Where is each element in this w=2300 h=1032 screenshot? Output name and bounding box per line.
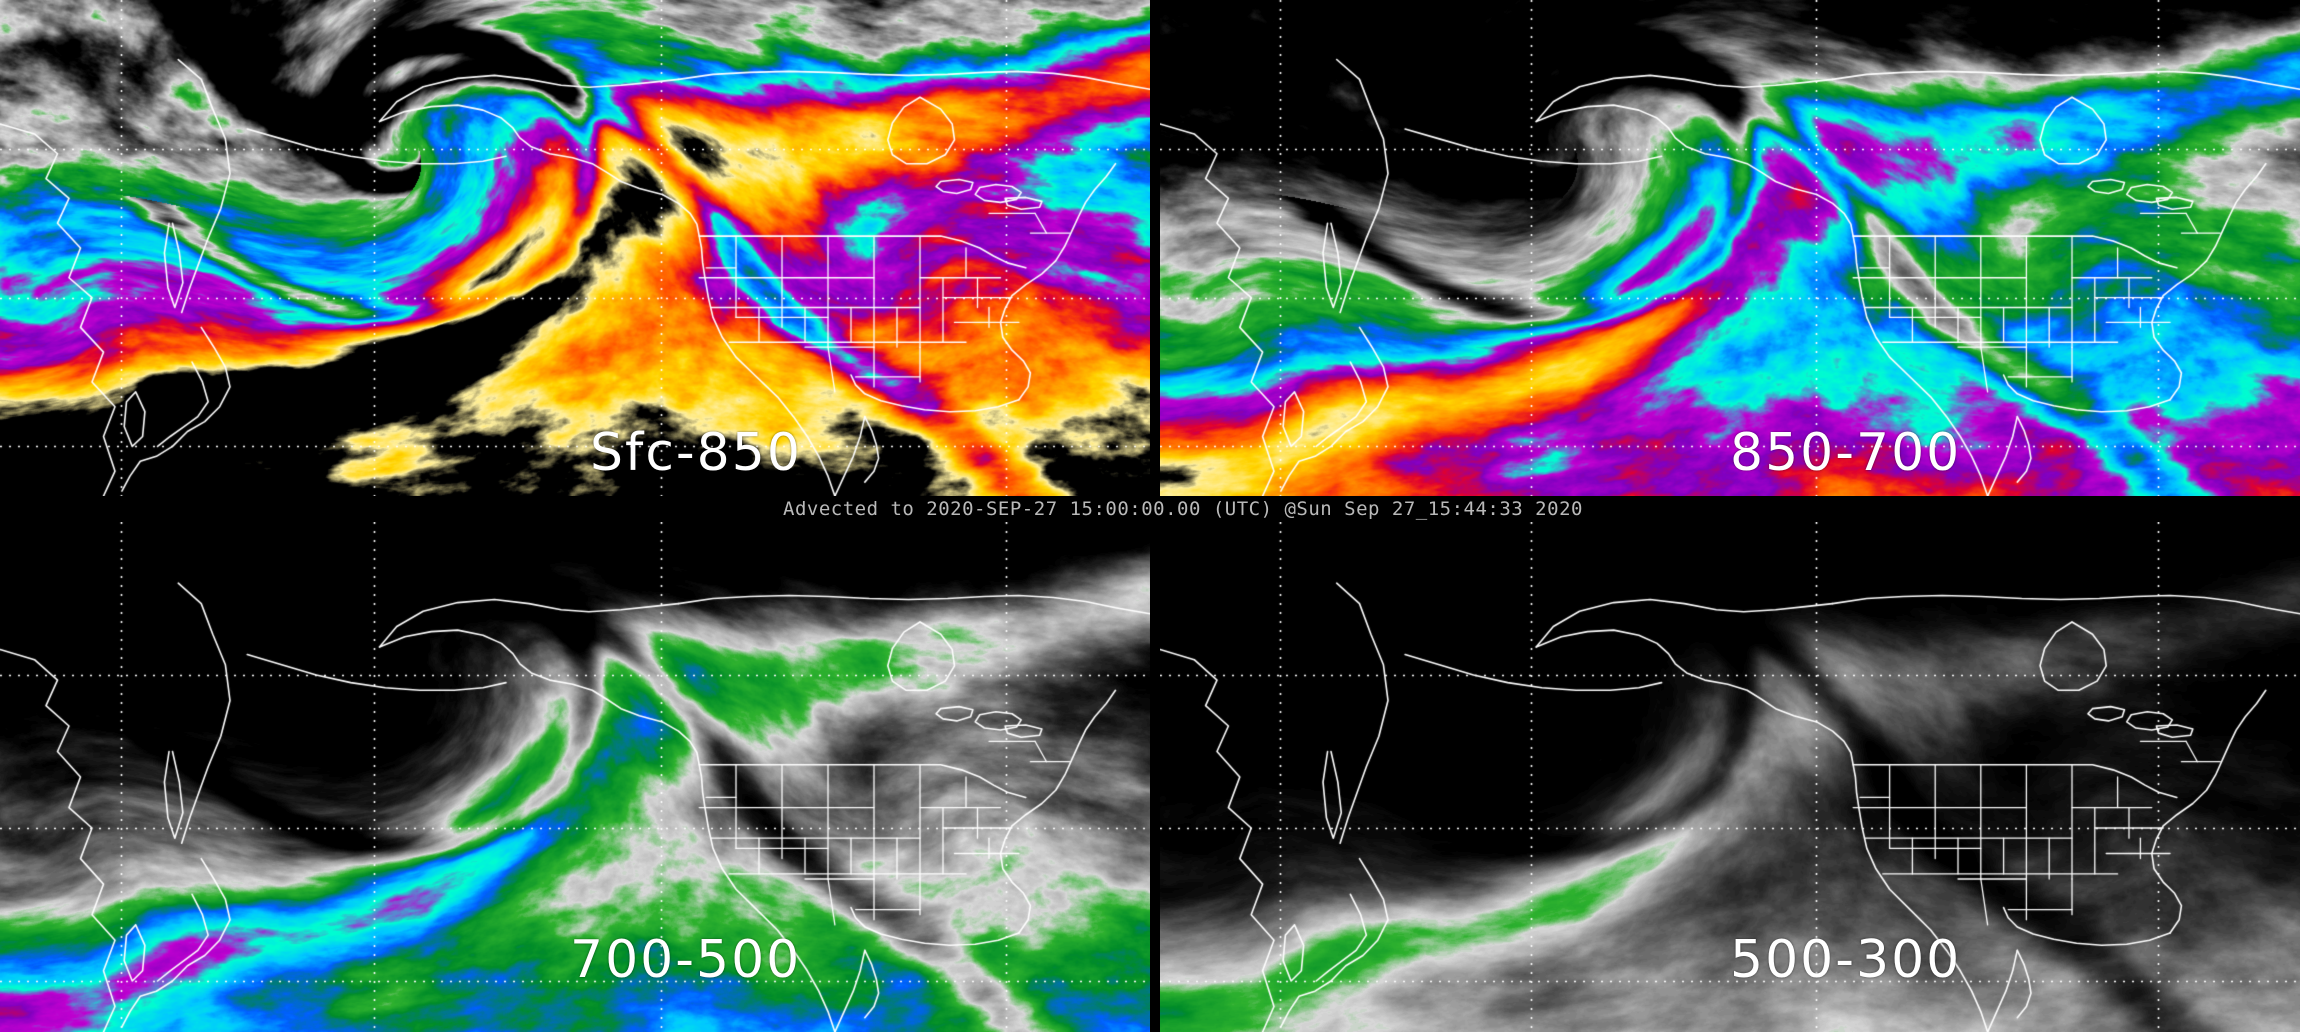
panel-700-500-raster (0, 522, 1150, 1032)
panel-850-700-raster (1160, 0, 2300, 496)
panel-850-700[interactable] (1160, 0, 2300, 496)
panel-500-300-raster (1160, 522, 2300, 1032)
panel-500-300[interactable] (1160, 522, 2300, 1032)
panel-sfc-850-raster (0, 0, 1150, 496)
panel-sfc-850[interactable] (0, 0, 1150, 496)
timestamp-caption: Advected to 2020-SEP-27 15:00:00.00 (UTC… (710, 497, 1656, 521)
panel-700-500[interactable] (0, 522, 1150, 1032)
